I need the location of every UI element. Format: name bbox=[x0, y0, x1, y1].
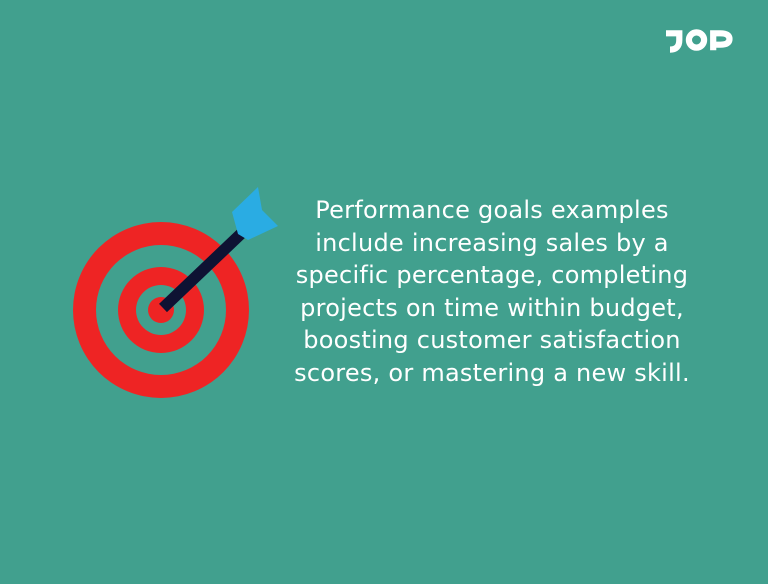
caption-line: scores, or mastering a new skill. bbox=[294, 358, 690, 387]
arrow-fletching-icon bbox=[232, 187, 278, 240]
target-inner-gap bbox=[136, 285, 186, 335]
logo-letter-j bbox=[666, 30, 683, 53]
caption-line: Performance goals examples bbox=[315, 196, 669, 224]
logo-letter-p bbox=[710, 30, 733, 51]
target-middle-ring bbox=[118, 267, 204, 353]
target-outer-gap bbox=[96, 245, 226, 375]
arrow-shaft bbox=[159, 224, 250, 313]
caption-line: specific percentage, completing bbox=[295, 261, 689, 290]
bullseye-target bbox=[73, 222, 249, 398]
jop-logo-icon bbox=[666, 29, 733, 53]
target-bullseye-dot bbox=[148, 297, 174, 323]
caption-line: projects on time within budget, bbox=[300, 293, 684, 322]
caption-line: include increasing sales by a bbox=[315, 228, 669, 257]
logo-letter-o bbox=[685, 29, 708, 51]
jop-logo: JOP bbox=[665, 27, 733, 53]
target-outer-ring bbox=[73, 222, 249, 398]
caption-line: boosting customer satisfaction bbox=[303, 326, 681, 355]
logo-text: JOP bbox=[733, 27, 734, 28]
arrow bbox=[159, 187, 278, 313]
caption-text: Performance goals examples include incre… bbox=[275, 194, 709, 390]
